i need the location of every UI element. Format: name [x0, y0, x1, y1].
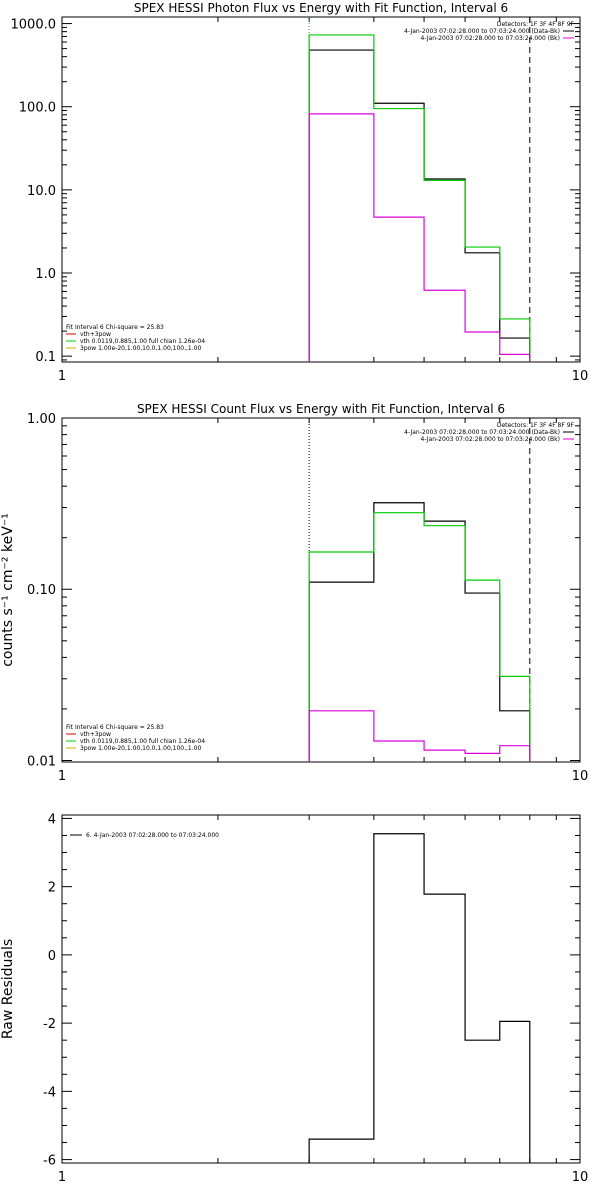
legend-entry: 3pow 1.00e-20,1.00,10.0,1.00,100.,1.00	[80, 745, 201, 752]
y-tick-label: 1.00	[27, 412, 56, 427]
x-tick-label: 10	[572, 369, 589, 384]
y-tick-label: -6	[43, 1154, 56, 1169]
y-axis-label: Raw Residuals	[0, 939, 16, 1039]
count-flux-panel: SPEX HESSI Count Flux vs Energy with Fit…	[0, 402, 588, 784]
y-tick-label: 0.10	[27, 583, 56, 598]
legend-entry: Detectors: 1F 3F 4F 8F 9F	[497, 422, 575, 429]
legend-entry: Detectors: 1F 3F 4F 8F 9F	[497, 21, 575, 28]
x-tick-label: 10	[572, 769, 589, 784]
legend-entry: vth+3pow	[80, 731, 111, 738]
plot-frame	[61, 417, 581, 763]
histogram-series-0	[308, 49, 531, 362]
chart-title: SPEX HESSI Photon Flux vs Energy with Fi…	[134, 1, 508, 15]
y-tick-label: 0.01	[27, 754, 56, 769]
histogram-series-1	[308, 34, 531, 362]
legend-entry: 3pow 1.00e-20,1.00,10.0,1.00,100.,1.00	[80, 345, 201, 352]
histogram-series-2	[308, 710, 531, 762]
histogram-series-2	[308, 113, 531, 362]
y-tick-label: -4	[43, 1085, 56, 1100]
legend-entry: vth 0.0119,0.885,1.00 full chian 1.26e-0…	[80, 338, 205, 345]
legend-entry: 6. 4-Jan-2003 07:02:28.000 to 07:03:24.0…	[86, 832, 219, 839]
y-tick-label: 1000.0	[11, 18, 57, 33]
legend-entry: vth 0.0119,0.885,1.00 full chian 1.26e-0…	[80, 738, 205, 745]
y-axis-label: counts s⁻¹ cm⁻² keV⁻¹	[0, 513, 16, 667]
fit-legend-header: Fit Interval 6 Chi-square = 25.83	[66, 724, 164, 731]
y-tick-label: 10.0	[27, 184, 56, 199]
legend-entry: 4-Jan-2003 07:02:28.000 to 07:03:24.000 …	[420, 436, 560, 443]
histogram-series-0	[308, 833, 531, 1163]
x-tick-label: 1	[58, 369, 66, 384]
legend-entry: vth+3pow	[80, 331, 111, 338]
legend-entry: 4-Jan-2003 07:02:28.000 to 07:03:24.000 …	[420, 35, 560, 42]
y-tick-label: 1.0	[35, 267, 56, 282]
y-tick-label: 100.0	[19, 101, 56, 116]
x-tick-label: 1	[58, 769, 66, 784]
histogram-series-0	[308, 502, 531, 762]
photon-flux-panel: SPEX HESSI Photon Flux vs Energy with Fi…	[11, 1, 589, 384]
histogram-series-1	[308, 512, 531, 762]
y-tick-label: 2	[48, 881, 56, 896]
fit-legend-header: Fit Interval 6 Chi-square = 25.83	[66, 324, 164, 331]
x-tick-label: 10	[572, 1170, 589, 1185]
y-tick-label: -2	[43, 1017, 56, 1032]
plot-frame	[61, 16, 581, 363]
residuals-panel: Raw Residuals 1 10 4 2 0 -2 -4 -6 6. 4-Jan-2003 0…	[0, 812, 588, 1185]
x-tick-label: 1	[58, 1170, 66, 1185]
legend-entry: 4-Jan-2003 07:02:28.000 to 07:03:24.000 …	[404, 28, 560, 35]
y-tick-label: 0	[48, 949, 56, 964]
plot-frame	[61, 814, 581, 1164]
legend-entry: 4-Jan-2003 07:02:28.000 to 07:03:24.000 …	[404, 429, 560, 436]
y-tick-label: 0.1	[35, 350, 56, 365]
chart-title: SPEX HESSI Count Flux vs Energy with Fit…	[137, 402, 505, 416]
y-tick-label: 4	[48, 812, 56, 827]
